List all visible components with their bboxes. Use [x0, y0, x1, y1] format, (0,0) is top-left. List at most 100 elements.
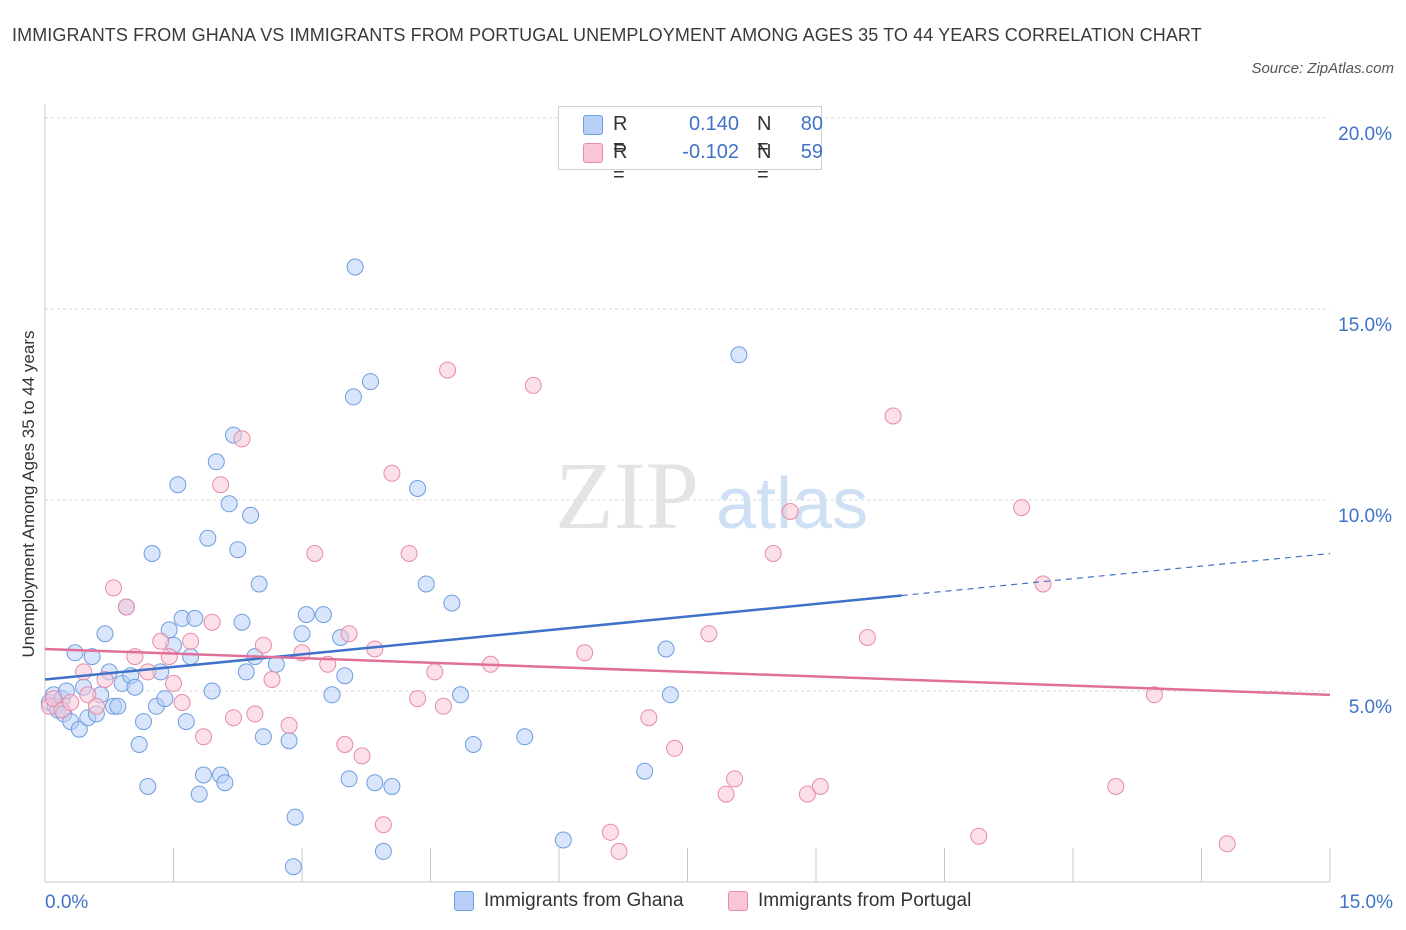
data-point	[70, 720, 88, 738]
x-tick-labels: 0.0% 15.0%	[45, 892, 1393, 913]
data-point	[576, 644, 594, 662]
data-point	[297, 606, 315, 624]
portugal-swatch	[583, 143, 603, 163]
data-point	[87, 697, 105, 715]
y-tick-labels: 5.0% 10.0% 15.0% 20.0%	[1338, 124, 1392, 718]
data-point	[409, 480, 427, 497]
data-point	[190, 785, 208, 803]
data-point	[135, 713, 152, 731]
data-point	[130, 736, 148, 753]
watermark: ZIP atlas	[555, 442, 868, 549]
data-point	[366, 774, 384, 792]
axes	[44, 104, 1331, 883]
data-point	[203, 682, 221, 700]
data-point	[306, 545, 324, 562]
data-point	[400, 545, 418, 562]
data-point	[109, 697, 127, 715]
data-point	[601, 823, 619, 841]
correlation-legend: R = 0.140 N = 80 R = -0.102 N = 59	[558, 106, 823, 186]
data-point	[730, 346, 748, 364]
data-point	[781, 503, 799, 520]
data-point	[212, 476, 230, 494]
data-point	[666, 739, 684, 757]
data-point	[726, 770, 744, 788]
data-point	[344, 388, 362, 406]
data-point	[383, 464, 401, 482]
data-point	[143, 545, 161, 562]
data-point	[139, 778, 157, 795]
data-point	[246, 705, 264, 723]
source-credit: Source: ZipAtlas.com	[1251, 60, 1394, 77]
data-point	[1013, 499, 1031, 517]
data-point	[323, 686, 341, 704]
data-point	[186, 609, 204, 627]
data-point	[374, 816, 392, 834]
portugal-trend-line	[44, 647, 1331, 697]
data-point	[233, 613, 251, 631]
data-point	[798, 785, 816, 803]
y-tick-label: 10.0%	[1338, 506, 1392, 527]
trend-lines	[44, 552, 1331, 697]
data-point	[169, 476, 187, 494]
data-point	[811, 778, 829, 795]
data-point	[657, 640, 675, 658]
data-point	[216, 774, 234, 792]
data-point	[383, 778, 401, 795]
data-point	[700, 625, 718, 643]
data-point	[96, 625, 114, 643]
data-point	[286, 808, 304, 826]
watermark-zip: ZIP	[555, 442, 699, 549]
data-point	[280, 732, 298, 750]
data-point	[177, 713, 195, 731]
ghana-trend-extension	[901, 552, 1331, 597]
data-point	[242, 506, 260, 524]
y-tick-label: 5.0%	[1349, 697, 1392, 718]
n-value: 80	[800, 113, 823, 135]
data-point	[152, 632, 170, 650]
data-point	[195, 766, 212, 784]
data-point	[1107, 778, 1125, 795]
ghana-swatch	[583, 115, 603, 135]
n-label: N =	[757, 113, 772, 158]
data-point	[340, 770, 358, 788]
data-point	[280, 716, 298, 734]
data-point	[524, 376, 542, 394]
data-point	[374, 842, 392, 860]
r-value: -0.102	[682, 141, 739, 163]
ghana-points	[40, 258, 748, 876]
data-point	[254, 636, 272, 654]
data-point	[45, 690, 63, 708]
data-point	[314, 606, 332, 624]
data-point	[233, 430, 251, 448]
data-point	[203, 613, 221, 631]
data-point	[884, 407, 902, 425]
data-point	[362, 373, 379, 391]
data-point	[225, 709, 242, 727]
data-point	[173, 694, 191, 711]
data-point	[220, 495, 238, 513]
data-point	[250, 575, 268, 593]
data-point	[452, 686, 469, 704]
data-point	[105, 579, 122, 597]
data-point	[340, 625, 358, 643]
data-point	[1034, 575, 1052, 593]
data-point	[554, 831, 572, 849]
data-point	[126, 678, 144, 696]
data-point	[717, 785, 735, 803]
data-point	[254, 728, 272, 746]
data-point	[237, 663, 255, 681]
data-point	[83, 648, 101, 666]
x-tick-label: 15.0%	[1339, 892, 1393, 913]
x-tick-label: 0.0%	[45, 892, 88, 913]
data-point	[1145, 686, 1163, 704]
r-label: R =	[613, 113, 628, 158]
y-tick-label: 15.0%	[1338, 315, 1392, 336]
data-point	[195, 728, 212, 746]
r-value: 0.140	[688, 113, 739, 135]
data-point	[764, 545, 782, 562]
data-point	[199, 529, 217, 547]
y-tick-label: 20.0%	[1338, 124, 1392, 145]
data-point	[516, 728, 534, 746]
ghana-swatch	[454, 891, 474, 911]
